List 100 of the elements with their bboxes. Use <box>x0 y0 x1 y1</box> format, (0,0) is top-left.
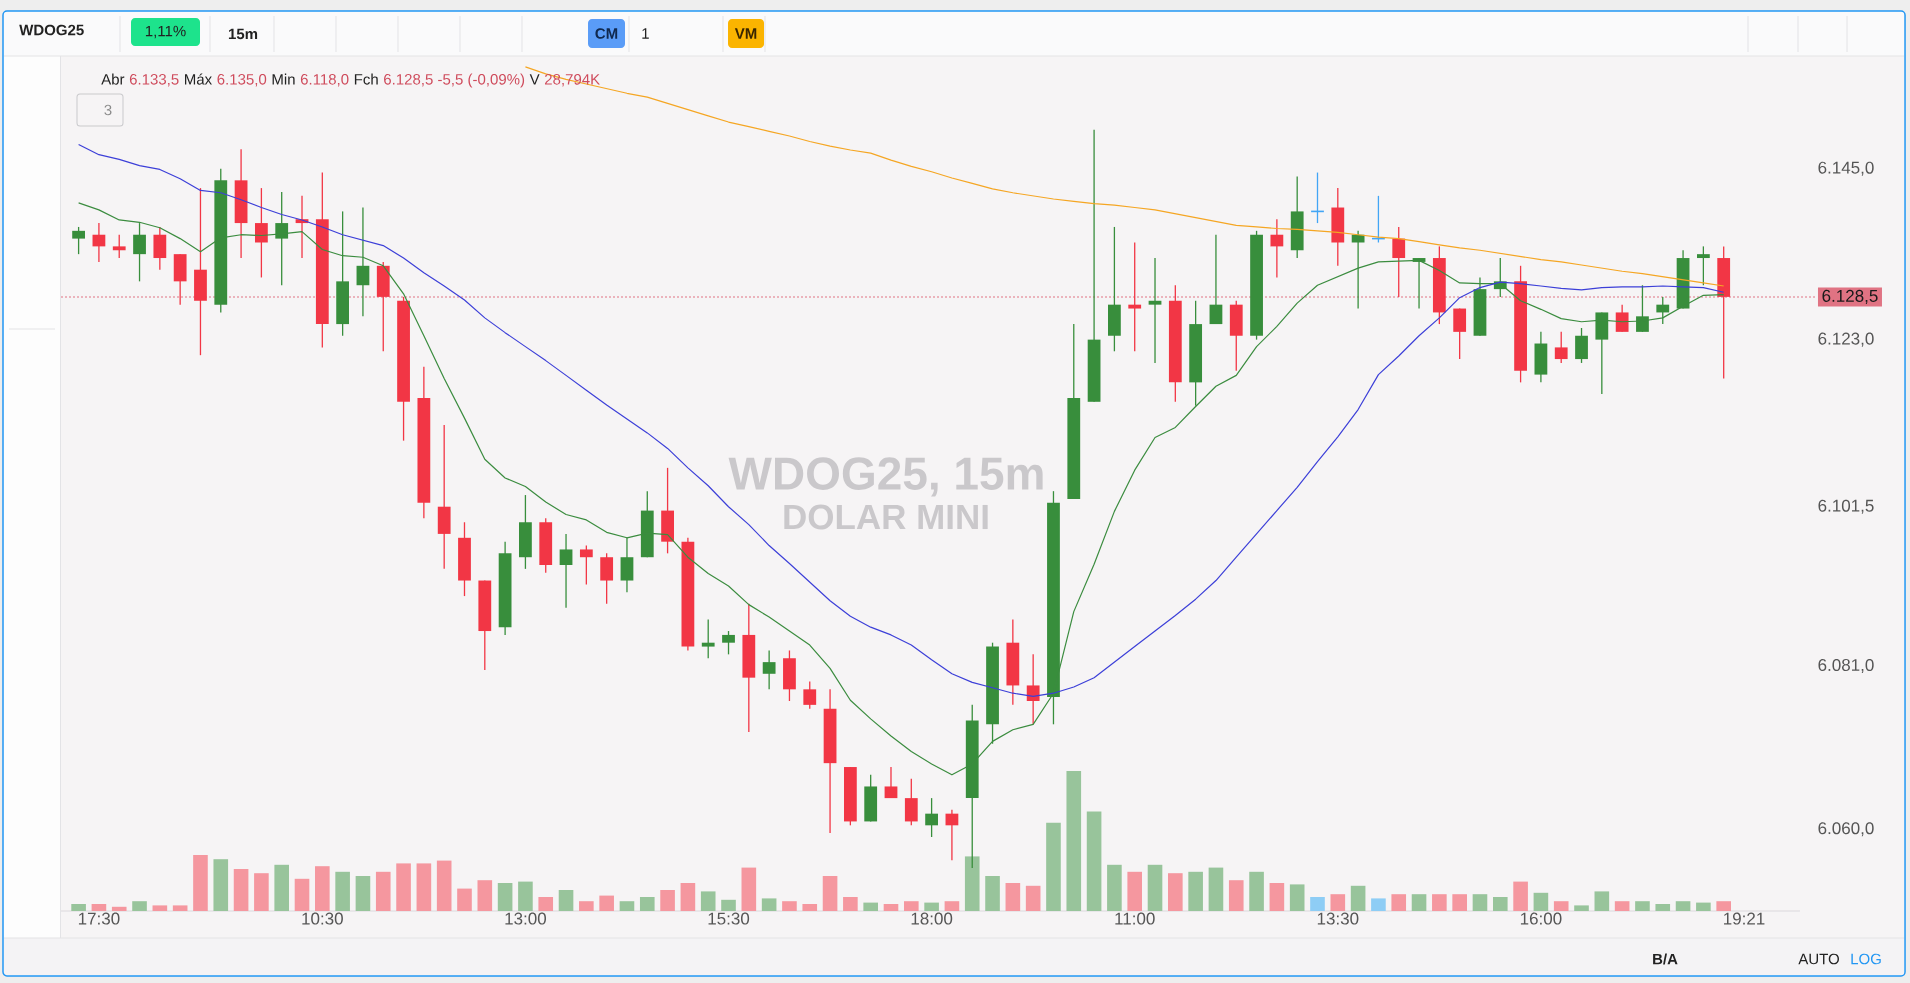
bar <box>457 888 472 911</box>
bar <box>132 901 147 911</box>
text: 1 <box>642 28 649 39</box>
bar <box>315 866 330 911</box>
bar <box>639 897 655 911</box>
candlestick <box>1575 327 1588 364</box>
candlestick <box>1209 234 1223 325</box>
candlestick <box>803 680 817 710</box>
candlestick <box>1270 218 1284 279</box>
bar <box>680 883 696 911</box>
bar <box>1005 883 1021 911</box>
annotation: Abr <box>101 73 125 85</box>
bar <box>1107 864 1122 911</box>
bar <box>233 869 249 911</box>
bar <box>355 876 371 911</box>
bar <box>1513 881 1528 911</box>
bar <box>91 904 107 911</box>
y-tick-label: 6.060,0 <box>1818 822 1874 837</box>
candlestick <box>133 222 146 282</box>
bar <box>1635 901 1650 911</box>
bar <box>1330 894 1346 911</box>
candlestick <box>1696 245 1710 286</box>
annotation: Min <box>272 73 295 85</box>
candlestick <box>701 618 715 659</box>
bar <box>1289 884 1305 911</box>
bar <box>1472 894 1488 911</box>
bar <box>558 890 574 911</box>
candlestick <box>255 187 268 279</box>
bar <box>1533 892 1549 911</box>
bar <box>152 905 168 911</box>
x-tick-label: 16:00 <box>1520 912 1562 925</box>
bar <box>1147 864 1163 911</box>
y-tick-label: 6.081,0 <box>1818 658 1874 674</box>
bar <box>111 906 127 911</box>
bar <box>1614 901 1630 911</box>
bar <box>1025 885 1041 911</box>
candlestick <box>722 630 735 656</box>
bar <box>1432 894 1447 911</box>
bar <box>802 904 818 911</box>
x-tick-label: 17:30 <box>78 912 120 925</box>
bar <box>822 876 838 911</box>
x-tick-label: 19:21 <box>1724 912 1765 925</box>
bar <box>619 901 635 911</box>
text: 1,11% <box>145 25 186 39</box>
bar <box>436 860 452 911</box>
bar <box>741 867 757 911</box>
bar <box>193 855 208 911</box>
bar <box>1310 897 1325 911</box>
text: LOG <box>1851 953 1881 965</box>
candlestick <box>579 544 593 586</box>
bar <box>1655 904 1671 911</box>
bar <box>1574 905 1589 911</box>
bar <box>863 902 878 911</box>
annotation: 6.128,5 -5,5 (-0,09%) <box>384 73 525 88</box>
candlestick <box>1392 226 1406 298</box>
bar <box>1675 901 1691 911</box>
bar <box>497 883 513 911</box>
x-tick-label: 13:30 <box>1317 912 1359 925</box>
bar <box>721 899 736 911</box>
candlestick <box>600 552 614 605</box>
bar <box>1452 894 1467 911</box>
candlestick <box>762 649 776 690</box>
bar <box>1046 822 1061 911</box>
bar <box>761 898 777 911</box>
bar <box>700 891 716 911</box>
bar <box>375 871 391 911</box>
x-tick-label: 18:00 <box>911 912 953 925</box>
bar <box>477 880 493 911</box>
bar <box>518 881 533 911</box>
bar <box>1594 891 1610 911</box>
annotation: Fch <box>354 73 378 85</box>
x-tick-label: 11:00 <box>1115 912 1155 925</box>
bar <box>1269 883 1285 911</box>
candlestick <box>112 234 126 259</box>
text: VM <box>734 28 757 39</box>
bar <box>274 864 290 911</box>
bar <box>1696 902 1711 911</box>
candlestick <box>559 533 573 609</box>
annotation: 6.133,5 <box>129 74 179 87</box>
annotation: 6.118,0 <box>300 74 349 87</box>
bar <box>294 878 310 911</box>
bar <box>335 871 350 911</box>
text: 15m <box>228 28 258 40</box>
bar <box>883 904 899 911</box>
bar <box>660 890 675 911</box>
bar <box>782 901 797 911</box>
bar <box>599 895 614 911</box>
y-tick-label: 6.123,0 <box>1818 332 1874 347</box>
bar <box>254 873 269 911</box>
bar <box>1350 885 1366 911</box>
bar <box>1411 894 1427 911</box>
bar <box>172 905 188 911</box>
y-tick-label: 6.101,5 <box>1818 499 1874 514</box>
bar <box>944 901 960 911</box>
text: B/A <box>1653 953 1678 965</box>
candlestick <box>1554 331 1568 364</box>
bar <box>1086 811 1102 911</box>
bar <box>416 863 432 911</box>
bar <box>1127 871 1143 911</box>
annotation: Máx <box>185 73 212 85</box>
